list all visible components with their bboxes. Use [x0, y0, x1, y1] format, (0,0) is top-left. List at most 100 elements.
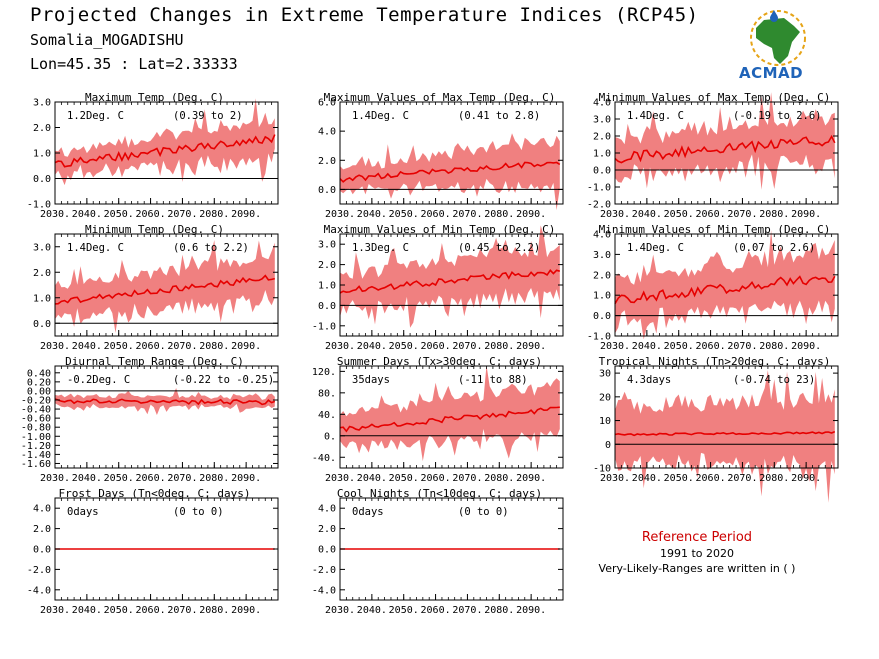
x-tick-label: 2050. — [664, 341, 694, 352]
chart-title: Tropical Nights (Tn>20deg. C; days) — [599, 355, 831, 368]
chart-title: Summer Days (Tx>30deg. C; days) — [337, 355, 542, 368]
chart-title: Cool Nights (Tn<10deg. C; days) — [337, 487, 542, 500]
x-tick-label: 2080. — [199, 341, 229, 352]
x-tick-label: 2060. — [136, 341, 166, 352]
chart-title: Maximum Values of Max Temp (Deg. C) — [324, 91, 556, 104]
y-tick-label: 1.0 — [33, 293, 51, 304]
y-tick-label: 2.0 — [318, 524, 336, 535]
y-tick-label: -2.0 — [587, 200, 611, 211]
chart-panel-min-values-min-temp: 4.0 3.0 2.0 1.0 0.0 -1.0 2030. 2040. 2050. 2060. 2… — [560, 223, 840, 352]
y-tick-label: 0.20 — [27, 377, 51, 388]
y-tick-label: -1.00 — [21, 432, 51, 443]
location-name: Somalia_MOGADISHU — [30, 31, 184, 49]
y-tick-label: 0 — [605, 440, 611, 451]
x-tick-label: 2050. — [389, 209, 419, 220]
y-tick-label: 1.0 — [593, 291, 611, 302]
mean-line — [54, 134, 276, 168]
y-tick-label: -40. — [312, 453, 336, 464]
x-tick-label: 2080. — [759, 341, 789, 352]
likely-range-label: (0.41 to 2.8) — [458, 110, 540, 122]
y-tick-label: 3.0 — [33, 242, 51, 253]
y-tick-label: 0.0 — [593, 166, 611, 177]
y-tick-label: 2.0 — [33, 524, 51, 535]
y-tick-label: -1.20 — [21, 441, 51, 452]
y-tick-label: 40. — [318, 410, 336, 421]
x-tick-label: 2070. — [727, 473, 757, 484]
x-tick-label: 2070. — [452, 341, 482, 352]
y-tick-label: -1.40 — [21, 450, 51, 461]
mean-line — [614, 275, 836, 305]
reference-period-box: Reference Period 1991 to 2020 Very-Likel… — [582, 530, 812, 575]
y-tick-label: 0.0 — [318, 185, 336, 196]
x-tick-label: 2040. — [632, 341, 662, 352]
x-tick-label: 2040. — [632, 209, 662, 220]
chart-panel-tropical-nights: 30 20 10 0 -10 2030. 2040. 2050. 2060. 2070. 2080.… — [560, 355, 840, 503]
x-tick-label: 2040. — [72, 209, 102, 220]
y-tick-label: 4.0 — [318, 504, 336, 515]
y-tick-label: -1.0 — [312, 321, 336, 332]
x-tick-label: 2050. — [664, 473, 694, 484]
y-tick-label: 0.0 — [318, 545, 336, 556]
mean-line — [339, 406, 560, 433]
x-tick-label: 2040. — [72, 473, 102, 484]
x-tick-label: 2060. — [421, 209, 451, 220]
plot-frame — [614, 365, 839, 469]
x-tick-label: 2080. — [484, 341, 514, 352]
chart-title: Minimum Temp (Deg. C) — [85, 223, 224, 236]
chart-panel-max-temp: 3.0 2.0 1.0 0.0 -1.0 2030. 2040. 2050. 2060. 2070… — [0, 91, 280, 220]
x-tick-label: 2030. — [325, 605, 355, 616]
x-tick-label: 2030. — [40, 605, 70, 616]
y-tick-label: 0.0 — [33, 174, 51, 185]
y-tick-label: 0.00 — [27, 386, 51, 397]
y-tick-label: 4.0 — [593, 230, 611, 241]
plot-frame — [54, 233, 279, 337]
x-tick-label: 2090. — [231, 473, 261, 484]
x-tick-label: 2080. — [199, 209, 229, 220]
x-tick-label: 2030. — [325, 341, 355, 352]
mean-line — [54, 398, 276, 406]
x-tick-label: 2090. — [791, 209, 821, 220]
mean-line — [339, 269, 561, 294]
y-tick-label: -2.0 — [312, 565, 336, 576]
change-value-label: 1.4Deg. C — [67, 242, 124, 254]
x-tick-label: 2090. — [516, 209, 546, 220]
chart-panel-diurnal-temp-range: 0.40 0.20 0.00 -0.20 -0.40 -0.60 -0.80 -1.00 -1.… — [0, 355, 280, 484]
mean-line — [614, 430, 836, 437]
x-tick-label: 2080. — [199, 473, 229, 484]
y-tick-label: -1.0 — [587, 332, 611, 343]
chart-title: Minimum Values of Max Temp (Deg. C) — [599, 91, 831, 104]
chart-panel-max-values-min-temp: 3.0 2.0 1.0 0.0 -1.0 2030. 2040. 2050. 2060. 2070… — [285, 223, 565, 352]
chart-panel-summer-days: 120. 80. 40. 0. -40. 2030. 2040. 2050. 2060. 2070… — [285, 355, 565, 484]
plot-frame — [614, 233, 839, 337]
x-tick-label: 2080. — [199, 605, 229, 616]
mean-line — [54, 274, 275, 305]
x-tick-label: 2060. — [136, 209, 166, 220]
likely-range-label: (0 to 0) — [458, 506, 509, 518]
x-tick-label: 2080. — [759, 209, 789, 220]
x-tick-label: 2040. — [357, 605, 387, 616]
x-tick-label: 2040. — [357, 341, 387, 352]
y-tick-label: 2.0 — [33, 268, 51, 279]
x-tick-label: 2070. — [167, 209, 197, 220]
x-tick-label: 2040. — [357, 209, 387, 220]
x-tick-label: 2030. — [40, 473, 70, 484]
range-band — [615, 230, 835, 340]
y-tick-label: -0.40 — [21, 405, 51, 416]
x-tick-label: 2050. — [389, 605, 419, 616]
y-tick-label: -1.0 — [587, 183, 611, 194]
x-tick-label: 2090. — [231, 209, 261, 220]
change-value-label: 0days — [67, 506, 99, 518]
x-tick-label: 2030. — [40, 341, 70, 352]
y-tick-label: 0. — [324, 431, 336, 442]
x-tick-label: 2090. — [516, 473, 546, 484]
x-tick-label: 2070. — [727, 209, 757, 220]
y-tick-label: 2.0 — [318, 260, 336, 271]
x-tick-label: 2070. — [452, 605, 482, 616]
x-tick-label: 2040. — [632, 473, 662, 484]
y-tick-label: -10 — [593, 464, 611, 475]
x-tick-label: 2080. — [484, 473, 514, 484]
y-tick-label: 0.0 — [318, 301, 336, 312]
y-tick-label: 3.0 — [593, 250, 611, 261]
y-tick-label: 0.0 — [33, 545, 51, 556]
y-tick-label: 1.0 — [33, 149, 51, 160]
